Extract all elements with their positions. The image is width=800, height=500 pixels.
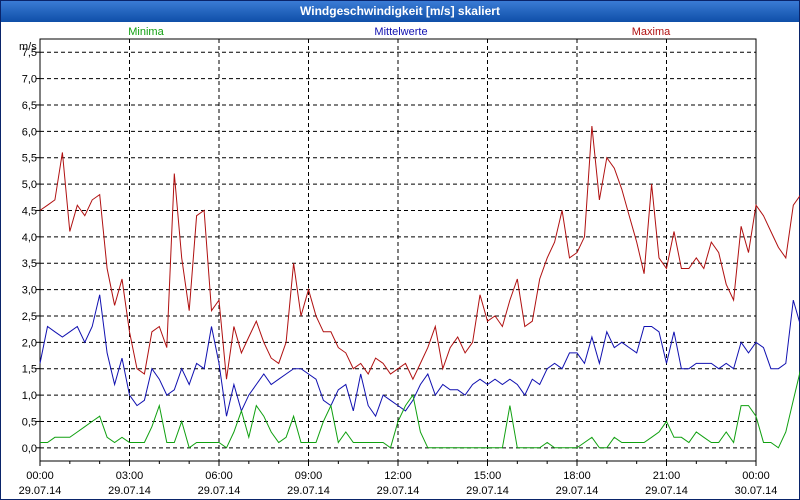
y-tick-label: 1,5: [22, 364, 37, 376]
x-axis-ticks: 00:00 29.07.14 03:00 29.07.14 06:00 29.07.14 0…: [19, 461, 778, 497]
y-tick-label: 7,5: [22, 47, 37, 59]
y-tick-label: 2,5: [22, 311, 37, 323]
legend-maxima: Maxima: [632, 26, 671, 38]
y-axis-ticks: 0,0 0,5 1,0 1,5 2,0 2,5 3,0 3,5 4,0 4,5 5,0 5,5 6,0 6…: [22, 47, 40, 455]
x-tick-time: 00:00: [742, 470, 770, 482]
x-tick-date: 29.07.14: [466, 485, 509, 497]
y-axis-label: m/s: [19, 41, 37, 53]
x-tick-time: 06:00: [205, 470, 233, 482]
x-tick-time: 12:00: [384, 470, 412, 482]
legend-minima: Minima: [128, 26, 164, 38]
x-tick-date: 29.07.14: [645, 485, 688, 497]
x-tick-date: 29.07.14: [556, 485, 599, 497]
x-tick-date: 29.07.14: [108, 485, 151, 497]
y-tick-label: 2,0: [22, 337, 37, 349]
x-tick-time: 15:00: [474, 470, 502, 482]
x-tick-date: 29.07.14: [377, 485, 420, 497]
x-tick-date: 29.07.14: [19, 485, 62, 497]
series-lines: [39, 125, 800, 449]
series-line-minima: [40, 369, 800, 449]
x-tick-time: 21:00: [653, 470, 681, 482]
x-tick-date: 29.07.14: [198, 485, 241, 497]
y-tick-label: 3,5: [22, 258, 37, 270]
legend-mittelwerte: Mittelwerte: [374, 26, 427, 38]
y-tick-label: 4,5: [22, 205, 37, 217]
series-line-maxima: [39, 125, 800, 381]
x-tick-time: 18:00: [563, 470, 591, 482]
y-tick-label: 4,0: [22, 232, 37, 244]
y-tick-label: 6,0: [22, 126, 37, 138]
chart-title: Windgeschwindigkeit [m/s] skaliert: [1, 1, 799, 22]
x-tick-date: 30.07.14: [735, 485, 778, 497]
y-tick-label: 0,0: [22, 443, 37, 455]
x-tick-time: 09:00: [295, 470, 323, 482]
y-tick-label: 3,0: [22, 285, 37, 297]
y-tick-label: 6,5: [22, 100, 37, 112]
y-tick-label: 5,0: [22, 179, 37, 191]
y-tick-label: 5,5: [22, 153, 37, 165]
x-tick-date: 29.07.14: [287, 485, 330, 497]
y-tick-label: 7,0: [22, 74, 37, 86]
x-tick-time: 03:00: [116, 470, 144, 482]
y-tick-label: 0,5: [22, 416, 37, 428]
x-tick-time: 00:00: [26, 470, 54, 482]
y-tick-label: 1,0: [22, 390, 37, 402]
